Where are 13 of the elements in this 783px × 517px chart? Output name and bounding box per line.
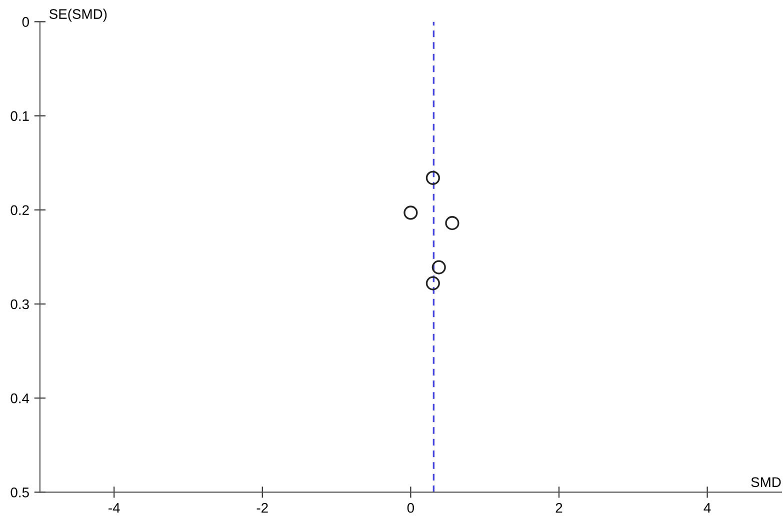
y-axis-title: SE(SMD) — [49, 8, 107, 22]
x-tick-label: -4 — [108, 503, 120, 513]
y-tick-label: 0.5 — [10, 488, 29, 498]
x-tick-label: 2 — [556, 502, 562, 513]
y-tick-label: 0.1 — [10, 111, 29, 121]
x-tick-label: -2 — [256, 502, 268, 513]
y-tick-label: 0.2 — [10, 205, 29, 216]
x-tick-label: 0 — [407, 502, 414, 513]
y-tick-label: 0 — [22, 17, 29, 27]
x-axis-title: SMD — [751, 477, 781, 488]
y-tick-label: 0.4 — [10, 393, 30, 404]
y-tick-label: 0.3 — [10, 299, 29, 310]
x-tick-label: 4 — [704, 503, 711, 513]
